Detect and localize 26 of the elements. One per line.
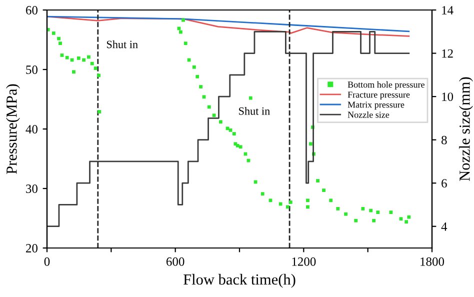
y-tick-label: 50 bbox=[26, 66, 38, 74]
x-axis-title: Flow back time(h) bbox=[184, 274, 296, 288]
y2-tick-label: 12 bbox=[442, 49, 453, 58]
line-series bbox=[47, 16, 410, 32]
legend-label: Nozzle size bbox=[348, 111, 390, 118]
ref-line-label: Shut in bbox=[106, 40, 138, 48]
x-tick-label: 600 bbox=[166, 257, 184, 266]
legend-label: Fracture pressure bbox=[348, 92, 410, 100]
y-axis-title: Pressure(MPa) bbox=[6, 84, 20, 174]
y2-tick-label: 10 bbox=[442, 92, 454, 102]
x-tick-label: 0 bbox=[44, 257, 50, 266]
y2-axis-title: Nozzle size(mm) bbox=[459, 77, 473, 181]
y-tick-label: 30 bbox=[26, 184, 38, 193]
y2-tick-label: 8 bbox=[442, 136, 447, 144]
y-tick-label: 40 bbox=[26, 125, 38, 134]
y2-tick-label: 14 bbox=[442, 6, 454, 14]
line-series bbox=[47, 16, 410, 37]
legend-label: Matrix pressure bbox=[348, 102, 404, 110]
y-tick-label: 60 bbox=[26, 6, 38, 14]
y2-tick-label: 4 bbox=[441, 222, 448, 231]
x-tick-label: 1800 bbox=[420, 257, 444, 266]
x-tick-label: 1200 bbox=[292, 257, 316, 266]
legend-label: Bottom hole pressure bbox=[348, 81, 424, 90]
ref-line-label: Shut in bbox=[239, 107, 270, 115]
y2-tick-label: 6 bbox=[442, 179, 447, 188]
y-tick-label: 20 bbox=[26, 244, 38, 252]
